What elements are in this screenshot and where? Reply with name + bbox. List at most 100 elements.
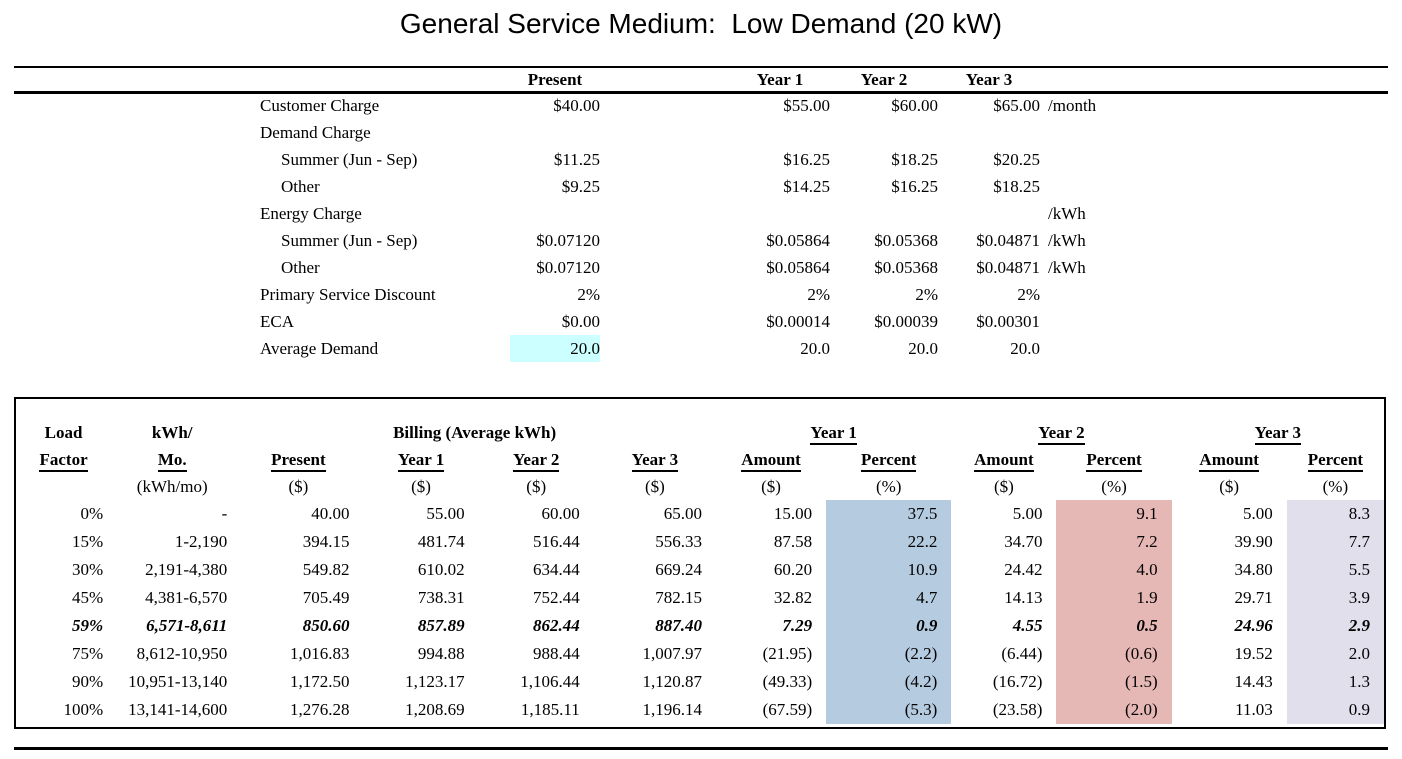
cell-billing-present: 549.82: [302, 560, 350, 579]
present-header: Present: [233, 446, 363, 473]
cell-billing-present: 850.60: [302, 616, 350, 635]
cell-billing-present: 705.49: [302, 588, 350, 607]
rate-value-year1: 20.0: [800, 338, 830, 358]
cell-billing-year1: 481.74: [417, 532, 465, 551]
header-rule: [14, 91, 1388, 94]
cell-billing-year3: 1,007.97: [642, 644, 702, 663]
rate-row: Demand Charge: [260, 119, 1135, 146]
cell-year1-amount: 15.00: [773, 504, 813, 523]
cell-load-factor: 45%: [71, 588, 104, 607]
cell-kwh-per-mo: 8,612-10,950: [136, 644, 228, 663]
col-header-present: Present: [527, 70, 583, 89]
cell-year3-percent: 2.0: [1286, 640, 1384, 668]
cell-year2-percent: (1.5): [1056, 668, 1172, 696]
year2-header: Year 2: [479, 446, 594, 473]
cell-year2-percent: 7.2: [1056, 528, 1172, 556]
cell-year3-amount: 5.00: [1243, 504, 1273, 523]
cell-year2-percent: 1.9: [1056, 584, 1172, 612]
rate-value-present: $0.00: [561, 311, 600, 331]
cell-billing-year3: 1,196.14: [642, 700, 702, 719]
cell-year1-amount: 87.58: [773, 532, 813, 551]
cell-year1-percent: 37.5: [826, 500, 952, 528]
billing-subheader-row: Factor Mo. Present Year 1 Year 2 Year 3 …: [16, 446, 1384, 473]
rate-row: Average Demand 20.0 20.0 20.0 20.0: [260, 335, 1135, 362]
cell-billing-year2: 1,185.11: [520, 700, 580, 719]
cell-billing-year1: 994.88: [417, 644, 465, 663]
cell-billing-year3: 1,120.87: [642, 672, 702, 691]
cell-billing-year3: 65.00: [663, 504, 702, 523]
rate-row: Other $9.25 $14.25 $16.25 $18.25: [260, 173, 1135, 200]
cell-load-factor: 0%: [80, 504, 104, 523]
cell-year1-amount: (49.33): [762, 672, 813, 691]
cell-year2-percent: 4.0: [1056, 556, 1172, 584]
rate-schedule-table: Present Year 1 Year 2 Year 3 Customer Ch…: [260, 68, 1135, 362]
rate-row: Other $0.07120 $0.05864 $0.05368 $0.04871/kW…: [260, 254, 1135, 281]
unit-cell: (%): [1322, 476, 1349, 496]
cell-year2-percent: 0.5: [1056, 612, 1172, 640]
cell-billing-year2: 1,106.44: [520, 672, 580, 691]
col-header-year2: Year 2: [860, 70, 908, 89]
spacer-cell: [600, 200, 730, 227]
billing-units-row: (kWh/mo) ($) ($) ($) ($) ($) (%) ($) (%)…: [16, 473, 1384, 500]
table-row: 100% 13,141-14,600 1,276.28 1,208.69 1,185.1…: [16, 696, 1384, 724]
year3-header: Year 3: [594, 446, 716, 473]
billing-table: Load kWh/ Billing (Average kWh) Year 1 Y…: [16, 419, 1384, 724]
cell-billing-present: 394.15: [302, 532, 350, 551]
header-spacer: [600, 68, 730, 92]
cell-year2-amount: (16.72): [992, 672, 1043, 691]
rate-value-year3: $0.04871: [976, 230, 1040, 250]
cell-load-factor: 59%: [71, 616, 104, 635]
rate-value-year1: $0.00014: [766, 311, 830, 331]
cell-year2-percent: (2.0): [1056, 696, 1172, 724]
cell-kwh-per-mo: 4,381-6,570: [145, 588, 228, 607]
rate-value-year1: $0.05864: [766, 230, 830, 250]
rate-row-label: ECA: [260, 311, 294, 331]
rate-row: ECA $0.00 $0.00014 $0.00039 $0.00301: [260, 308, 1135, 335]
cell-kwh-per-mo: 2,191-4,380: [145, 560, 228, 579]
rate-value-year3: $0.04871: [976, 257, 1040, 277]
billing-group-header-row: Load kWh/ Billing (Average kWh) Year 1 Y…: [16, 419, 1384, 446]
average-demand-input-cell[interactable]: 20.0: [510, 335, 600, 362]
rate-value-year3: $65.00: [993, 95, 1040, 115]
spacer-cell: [600, 173, 730, 200]
cell-year3-percent: 0.9: [1286, 696, 1384, 724]
cell-billing-year2: 988.44: [533, 644, 580, 663]
cell-year3-percent: 7.7: [1286, 528, 1384, 556]
unit-cell: ($): [993, 476, 1014, 496]
rate-row: Customer Charge $40.00 $55.00 $60.00 $65.00 /…: [260, 92, 1135, 119]
rate-value-year3: [938, 119, 1040, 146]
year3-group-label: Year 3: [1254, 422, 1302, 445]
rate-value-year3: $18.25: [993, 176, 1040, 196]
rate-unit-label: [1040, 173, 1135, 200]
rate-value-year2: $0.00039: [874, 311, 938, 331]
cell-year2-percent: (0.6): [1056, 640, 1172, 668]
cell-load-factor: 75%: [71, 644, 104, 663]
cell-year1-percent: (4.2): [826, 668, 952, 696]
cell-year1-percent: 0.9: [826, 612, 952, 640]
cell-billing-year2: 634.44: [533, 560, 580, 579]
cell-year3-amount: 29.71: [1234, 588, 1273, 607]
cell-year3-amount: 39.90: [1234, 532, 1273, 551]
unit-cell: ($): [411, 476, 431, 496]
spacer-cell: [600, 227, 730, 254]
unit-cell: (kWh/mo): [136, 476, 208, 496]
unit-cell: (%): [1101, 476, 1127, 496]
table-row: 30% 2,191-4,380 549.82 610.02 634.44 669.24 60…: [16, 556, 1384, 584]
year1-amount-header: Amount: [716, 446, 826, 473]
rate-row: Summer (Jun - Sep) $11.25 $16.25 $18.25 $20.…: [260, 146, 1135, 173]
rate-value-present: [510, 200, 600, 227]
cell-year3-amount: 34.80: [1234, 560, 1273, 579]
cell-billing-year1: 1,208.69: [405, 700, 465, 719]
rate-unit-label: [1040, 146, 1135, 173]
cell-year1-amount: 7.29: [782, 616, 813, 635]
cell-kwh-per-mo: 13,141-14,600: [128, 700, 228, 719]
cell-year2-percent: 9.1: [1056, 500, 1172, 528]
rate-row-label: Demand Charge: [260, 122, 371, 142]
cell-load-factor: 30%: [71, 560, 104, 579]
rate-row-label: Average Demand: [260, 338, 379, 358]
rate-row-label: Energy Charge: [260, 203, 362, 223]
rate-unit-label: [1040, 281, 1135, 308]
rate-value-year1: [730, 119, 830, 146]
cell-billing-present: 40.00: [311, 504, 350, 523]
billing-comparison-box: Load kWh/ Billing (Average kWh) Year 1 Y…: [14, 397, 1386, 729]
